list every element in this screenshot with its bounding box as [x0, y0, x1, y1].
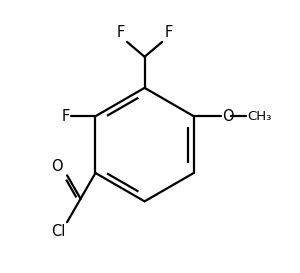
- Text: Cl: Cl: [51, 224, 66, 239]
- Text: F: F: [61, 109, 70, 124]
- Text: F: F: [164, 25, 172, 40]
- Text: CH₃: CH₃: [247, 110, 272, 123]
- Text: F: F: [117, 25, 125, 40]
- Text: O: O: [222, 109, 234, 124]
- Text: O: O: [51, 159, 63, 174]
